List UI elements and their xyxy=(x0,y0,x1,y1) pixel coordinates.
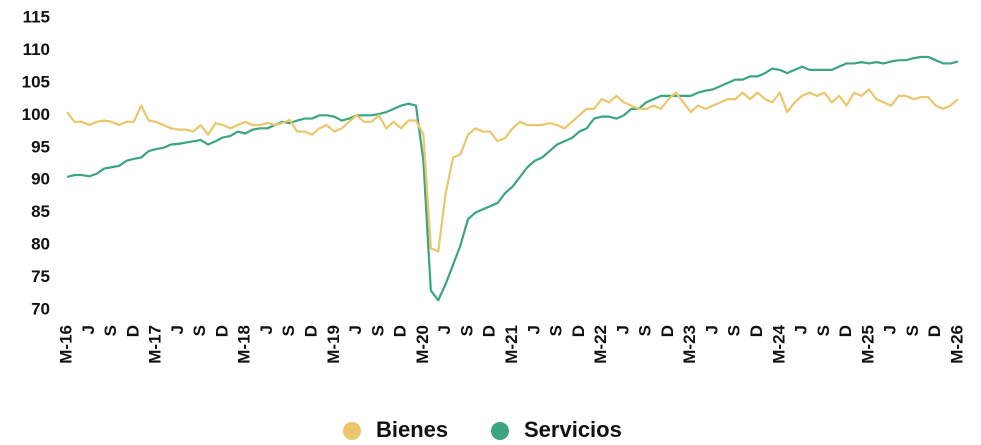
x-tick-label: J xyxy=(613,325,632,334)
x-tick-label: D xyxy=(123,325,142,337)
x-tick-label: J xyxy=(524,325,543,334)
x-tick-label: D xyxy=(480,325,499,337)
y-tick-label: 70 xyxy=(31,299,50,318)
x-tick-label: S xyxy=(279,325,298,336)
x-tick-label: D xyxy=(658,325,677,337)
x-tick-label: S xyxy=(457,325,476,336)
x-tick-label: M-19 xyxy=(324,325,343,364)
y-tick-label: 100 xyxy=(22,105,50,124)
line-series xyxy=(66,88,959,253)
x-tick-label: S xyxy=(101,325,120,336)
x-tick-label: J xyxy=(435,325,454,334)
x-tick-label: J xyxy=(702,325,721,334)
x-tick-label: D xyxy=(747,325,766,337)
x-tick-label: M-20 xyxy=(413,325,432,364)
x-tick-label: J xyxy=(792,325,811,334)
legend-label: Bienes xyxy=(376,417,448,442)
legend-marker xyxy=(343,422,361,440)
x-tick-label: J xyxy=(168,325,187,334)
x-tick-label: D xyxy=(569,325,588,337)
x-tick-label: D xyxy=(836,325,855,337)
y-tick-label: 95 xyxy=(31,137,50,156)
legend-item: Bienes xyxy=(343,417,448,442)
y-tick-label: 105 xyxy=(22,72,50,91)
x-tick-label: S xyxy=(725,325,744,336)
x-tick-label: M-25 xyxy=(858,325,877,364)
x-tick-label: M-16 xyxy=(56,325,75,364)
x-tick-label: S xyxy=(190,325,209,336)
legend-marker xyxy=(491,422,509,440)
legend-item: Servicios xyxy=(491,417,622,442)
x-tick-label: J xyxy=(257,325,276,334)
x-tick-label: S xyxy=(903,325,922,336)
y-tick-label: 115 xyxy=(23,7,50,26)
y-tick-label: 90 xyxy=(31,170,50,189)
x-tick-label: D xyxy=(212,325,231,337)
x-tick-label: M-24 xyxy=(769,324,788,363)
y-tick-label: 75 xyxy=(31,267,50,286)
x-tick-label: S xyxy=(547,325,566,336)
x-tick-label: M-21 xyxy=(502,325,521,364)
x-tick-label: M-23 xyxy=(680,325,699,364)
x-tick-label: D xyxy=(391,325,410,337)
x-tick-label: S xyxy=(636,325,655,336)
legend-label: Servicios xyxy=(524,417,622,442)
x-tick-label: J xyxy=(79,325,98,334)
line-series xyxy=(66,55,959,302)
x-tick-label: S xyxy=(814,325,833,336)
x-tick-label: D xyxy=(302,325,321,337)
y-tick-label: 110 xyxy=(23,40,50,59)
x-tick-label: M-26 xyxy=(947,325,966,364)
x-tick-label: M-22 xyxy=(591,325,610,364)
x-tick-label: J xyxy=(346,325,365,334)
y-tick-label: 80 xyxy=(31,235,50,254)
x-tick-label: M-17 xyxy=(146,325,165,364)
x-tick-label: S xyxy=(368,325,387,336)
x-tick-label: J xyxy=(881,325,900,334)
x-tick-label: M-18 xyxy=(235,325,254,364)
x-tick-label: D xyxy=(925,325,944,337)
y-tick-label: 85 xyxy=(31,202,50,221)
